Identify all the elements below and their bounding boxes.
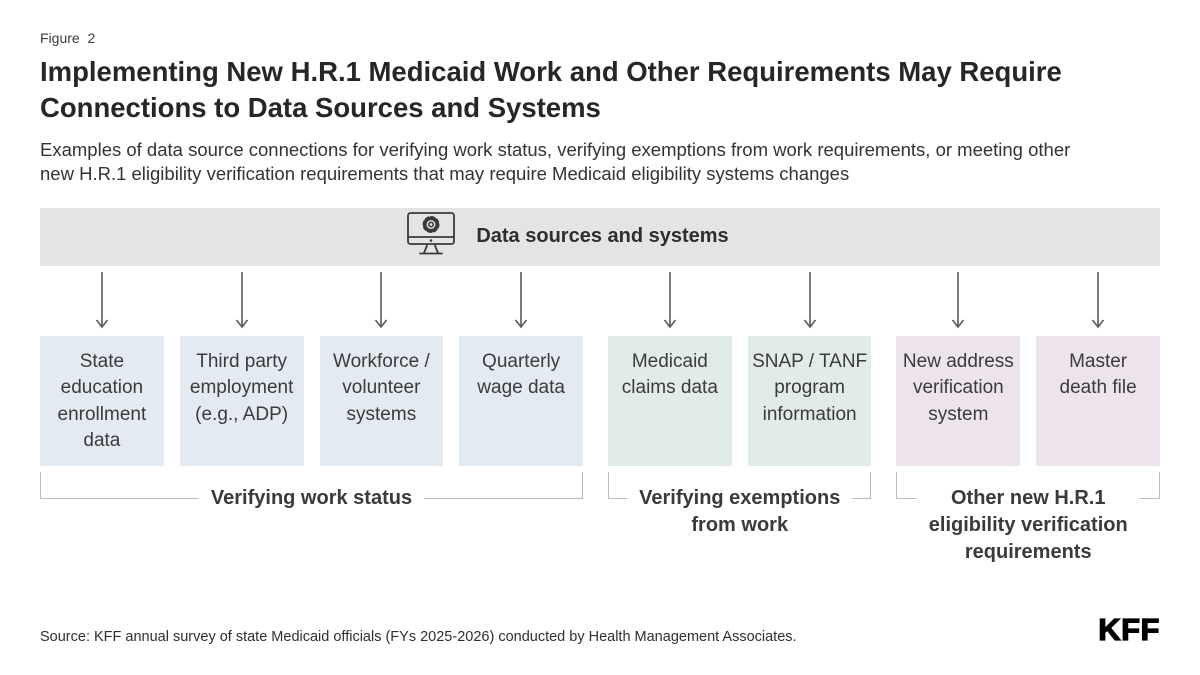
- box-row: State education enrollment data Third pa…: [40, 335, 583, 466]
- arrow-row: [40, 271, 583, 336]
- arrow-row: [896, 271, 1160, 336]
- figure-subtitle: Examples of data source connections for …: [40, 138, 1071, 185]
- box-snap-tanf-program: SNAP / TANF program information: [747, 335, 872, 466]
- box-medicaid-claims-data: Medicaid claims data: [607, 335, 732, 466]
- box-quarterly-wage-data: Quarterly wage data: [459, 335, 583, 466]
- box-workforce-volunteer-systems: Workforce / volunteer systems: [319, 335, 444, 466]
- box-master-death-file: Master death file: [1036, 335, 1160, 466]
- bracket-verifying-exemptions: Verifying exemptions from work: [607, 471, 872, 539]
- down-arrow: [896, 271, 1020, 330]
- down-arrow: [40, 271, 164, 330]
- box-third-party-employment: Third party employment (e.g., ADP): [179, 335, 304, 466]
- down-arrow: [608, 271, 732, 330]
- figure-label: Figure 2: [40, 30, 96, 46]
- kff-logo: KFF: [1098, 611, 1160, 647]
- bracket-label-verifying-work-status: Verifying work status: [198, 484, 425, 512]
- bracket-label-verifying-exemptions: Verifying exemptions from work: [627, 484, 853, 539]
- box-new-address-verification: New address verification system: [896, 335, 1021, 466]
- monitor-gear-icon: [406, 211, 456, 262]
- figure-header: Figure 2 Implementing New H.R.1 Medicaid…: [0, 0, 1200, 187]
- source-note: Source: KFF annual survey of state Medic…: [40, 629, 797, 645]
- groups-row: State education enrollment data Third pa…: [40, 271, 1160, 566]
- box-state-education-enrollment: State education enrollment data: [40, 335, 164, 466]
- group-verifying-work-status: State education enrollment data Third pa…: [40, 271, 583, 512]
- arrow-row: [608, 271, 872, 336]
- box-row: New address verification system Master d…: [896, 335, 1160, 466]
- box-row: Medicaid claims data SNAP / TANF program…: [607, 335, 872, 466]
- bracket-verifying-work-status: Verifying work status: [40, 471, 583, 512]
- down-arrow: [320, 271, 444, 330]
- down-arrow: [748, 271, 872, 330]
- figure-title: Implementing New H.R.1 Medicaid Work and…: [40, 56, 1062, 123]
- group-other-requirements: New address verification system Master d…: [896, 271, 1160, 566]
- bracket-other-requirements: Other new H.R.1 eligibility verification…: [896, 471, 1160, 566]
- bracket-label-other-requirements: Other new H.R.1 eligibility verification…: [916, 484, 1140, 566]
- down-arrow: [1036, 271, 1160, 330]
- data-sources-banner: Data sources and systems: [40, 207, 1160, 266]
- banner-label: Data sources and systems: [476, 225, 729, 248]
- down-arrow: [459, 271, 583, 330]
- down-arrow: [180, 271, 304, 330]
- group-verifying-exemptions: Medicaid claims data SNAP / TANF program…: [607, 271, 872, 539]
